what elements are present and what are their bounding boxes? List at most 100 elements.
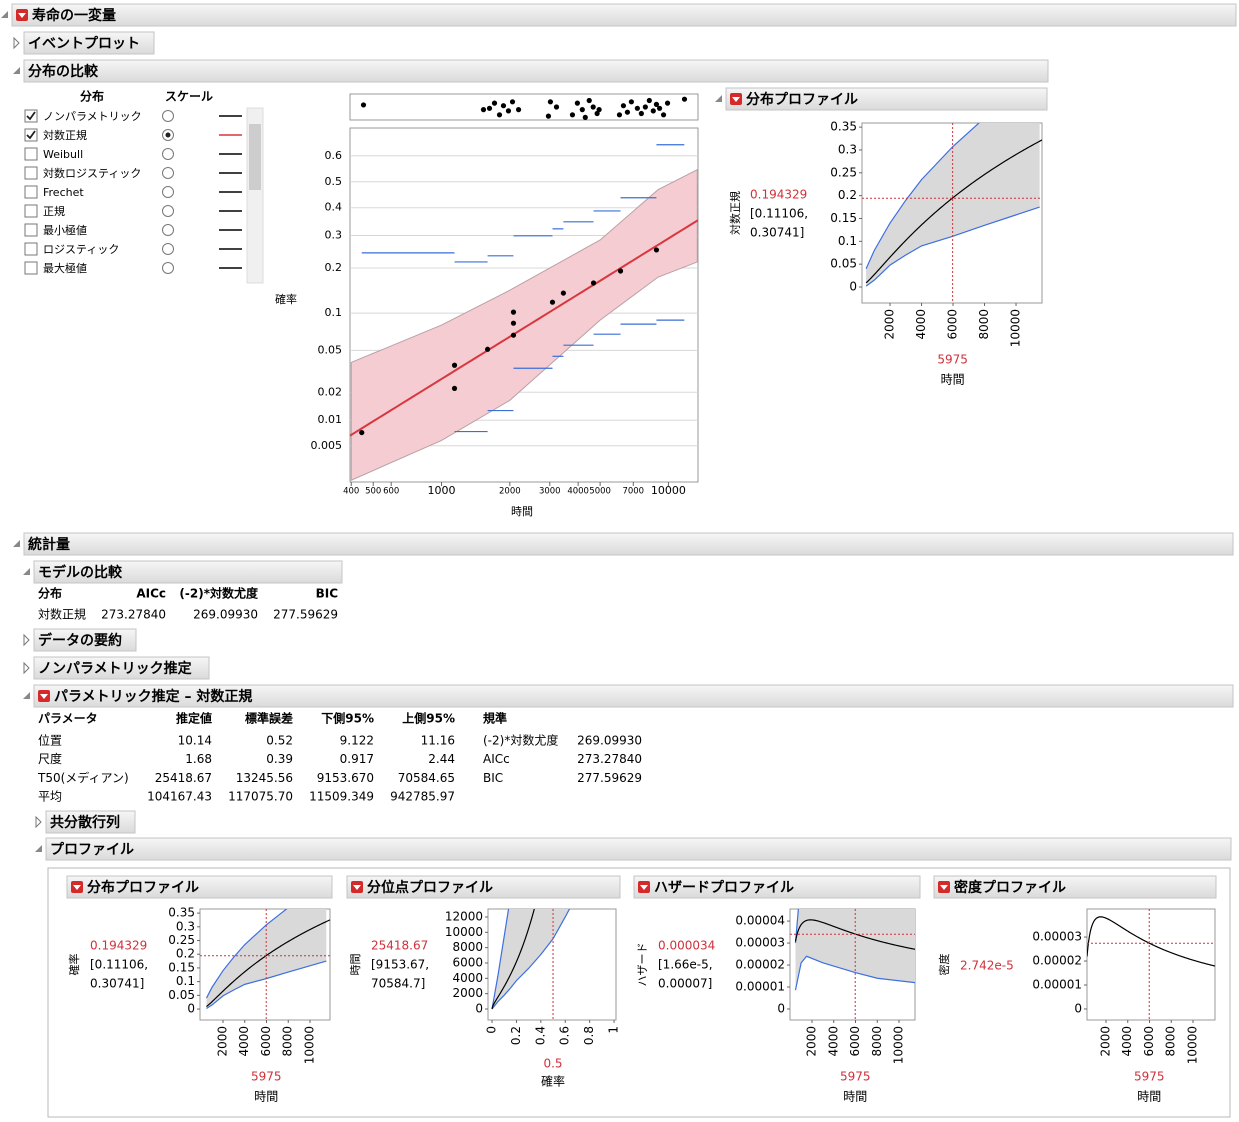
- section-header[interactable]: [66, 875, 333, 899]
- event-point: [681, 96, 688, 102]
- event-point: [500, 103, 507, 109]
- section-header[interactable]: [633, 875, 921, 899]
- band-edge: [794, 955, 915, 991]
- radio[interactable]: [162, 205, 174, 217]
- disclosure-open[interactable]: [1, 11, 8, 18]
- profile-value: 25418.67: [371, 939, 428, 953]
- event-point: [515, 107, 522, 113]
- menu-arrow[interactable]: [940, 885, 948, 890]
- checkbox[interactable]: [24, 261, 38, 275]
- checkbox[interactable]: [24, 185, 38, 199]
- y-tick-label: 0.02: [318, 385, 343, 398]
- data-point: [617, 268, 624, 274]
- confidence-band: [350, 168, 698, 481]
- checkbox[interactable]: [24, 147, 38, 161]
- x-tick-label: 4000: [237, 1026, 251, 1057]
- radio[interactable]: [162, 186, 174, 198]
- x-tick-label: 8000: [281, 1026, 295, 1057]
- radio[interactable]: [162, 224, 174, 236]
- section-title: ハザードプロファイル: [654, 880, 794, 896]
- confidence-interval: 70584.7]: [371, 977, 425, 991]
- x-tick-label: 10000: [892, 1026, 906, 1064]
- event-point: [596, 107, 602, 113]
- disclosure-closed[interactable]: [23, 633, 30, 647]
- section-header[interactable]: [725, 87, 1048, 111]
- section-header[interactable]: [933, 875, 1217, 899]
- y-tick-label: 0.00004: [735, 914, 785, 928]
- checkbox[interactable]: [24, 204, 38, 218]
- menu-arrow[interactable]: [353, 885, 361, 890]
- section-header[interactable]: [33, 684, 1234, 708]
- table-cell: 1.68: [185, 752, 212, 766]
- table-cell: 11.16: [421, 734, 455, 748]
- event-point: [509, 99, 516, 105]
- table-cell: 尺度: [38, 751, 62, 766]
- disclosure-open[interactable]: [715, 95, 722, 102]
- radio[interactable]: [162, 262, 174, 274]
- section-header[interactable]: [45, 810, 136, 834]
- cursor-x-value: 0.5: [543, 1057, 562, 1071]
- radio[interactable]: [162, 148, 174, 160]
- menu-arrow[interactable]: [640, 885, 648, 890]
- menu-arrow[interactable]: [732, 97, 740, 102]
- radio[interactable]: [162, 167, 174, 179]
- section-title: 共分散行列: [50, 814, 120, 831]
- band-edge: [491, 909, 571, 1010]
- table-cell: 269.09930: [193, 608, 258, 622]
- table-cell: 273.27840: [577, 752, 642, 766]
- section-header[interactable]: [45, 837, 1232, 861]
- x-tick-label: 6000: [1142, 1026, 1156, 1057]
- section-header[interactable]: [23, 59, 1049, 83]
- disclosure-open[interactable]: [13, 67, 20, 74]
- event-point: [616, 112, 623, 118]
- disclosure-open[interactable]: [23, 692, 30, 699]
- table-cell: 277.59629: [273, 608, 338, 622]
- y-axis-label: 確率: [275, 292, 297, 306]
- table-header: 上側95%: [402, 711, 455, 726]
- checkbox[interactable]: [24, 128, 38, 142]
- section-header[interactable]: [33, 628, 137, 652]
- section-header[interactable]: [346, 875, 621, 899]
- data-point: [484, 346, 491, 352]
- disclosure-open[interactable]: [13, 540, 20, 547]
- section-header[interactable]: [23, 532, 1234, 556]
- disclosure-open[interactable]: [23, 568, 30, 575]
- cursor-x-value: 5975: [1134, 1070, 1165, 1084]
- event-point: [553, 104, 560, 110]
- radio[interactable]: [162, 110, 174, 122]
- disclosure-open[interactable]: [35, 845, 42, 852]
- scroll-thumb[interactable]: [249, 124, 261, 190]
- y-tick-label: 0.25: [168, 933, 195, 947]
- confidence-interval: 0.30741]: [750, 226, 804, 240]
- disclosure-closed[interactable]: [23, 661, 30, 675]
- disclosure-closed[interactable]: [35, 815, 42, 829]
- distribution-name: 最小極値: [43, 223, 87, 237]
- section-header[interactable]: [11, 3, 1237, 27]
- section-title: ノンパラメトリック推定: [38, 660, 192, 677]
- checkbox[interactable]: [24, 166, 38, 180]
- list-header: スケール: [165, 90, 213, 104]
- y-tick-label: 0.2: [325, 261, 343, 274]
- section-title: プロファイル: [50, 842, 134, 858]
- checkbox[interactable]: [24, 109, 38, 123]
- section-header[interactable]: [33, 656, 210, 680]
- checkbox[interactable]: [24, 242, 38, 256]
- y-tick-label: 0: [777, 1002, 785, 1016]
- menu-arrow[interactable]: [73, 885, 81, 890]
- table-cell: 0.917: [340, 752, 374, 766]
- menu-arrow[interactable]: [18, 13, 26, 18]
- menu-arrow[interactable]: [40, 694, 48, 699]
- section-header[interactable]: [23, 31, 155, 55]
- y-tick-label: 0.15: [168, 960, 195, 974]
- band-edge: [491, 909, 510, 1010]
- y-tick-label: 0.5: [325, 175, 343, 188]
- disclosure-closed[interactable]: [13, 36, 20, 50]
- section-header[interactable]: [33, 560, 343, 584]
- data-point: [510, 332, 517, 338]
- y-tick-label: 0.3: [176, 919, 195, 933]
- table-cell: 269.09930: [577, 734, 642, 748]
- radio[interactable]: [162, 243, 174, 255]
- plot-area: [350, 144, 698, 481]
- profiler-area: [200, 909, 330, 1020]
- checkbox[interactable]: [24, 223, 38, 237]
